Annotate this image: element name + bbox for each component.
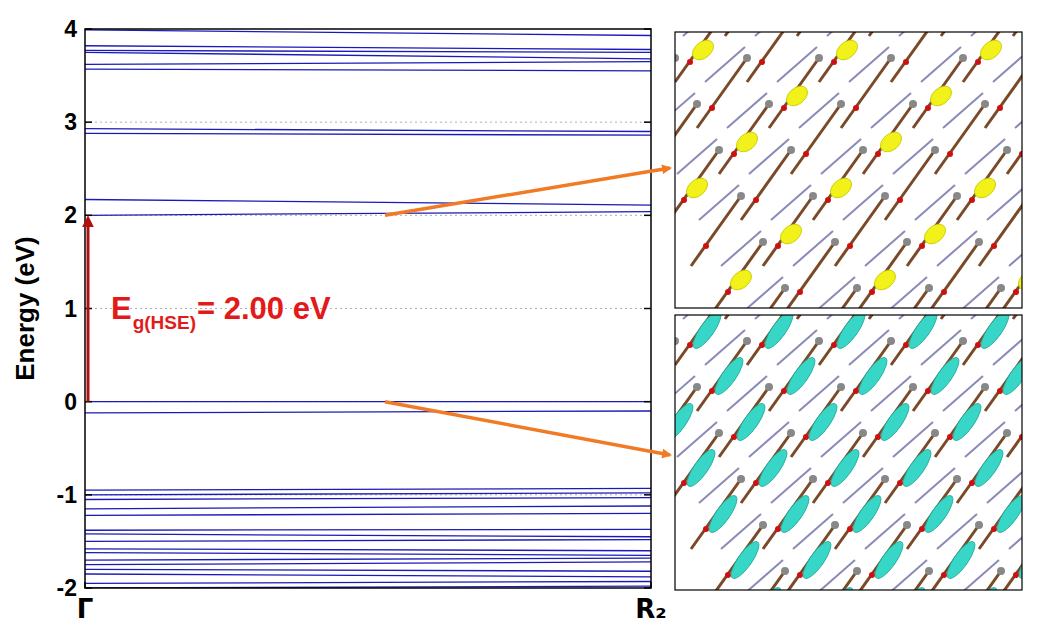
- x-tick: [650, 582, 652, 588]
- pointer-arrow: [385, 168, 670, 215]
- y-tick-label: 4: [64, 16, 77, 42]
- band-line: [85, 553, 651, 556]
- panel-frame: [675, 32, 1022, 308]
- band-line: [85, 52, 651, 59]
- band-line: [85, 62, 651, 65]
- band-line: [85, 562, 651, 565]
- figure: -2 -1 0 1 2 3 4 Γ R₂ Energy (eV) Eg(HSE)= 2.00 eV: [0, 0, 1037, 628]
- band-line: [85, 133, 651, 135]
- band-line: [85, 30, 651, 36]
- band-line: [85, 581, 651, 583]
- band-line: [85, 129, 651, 132]
- plot-frame: [85, 29, 651, 588]
- band-line: [85, 498, 651, 500]
- y-tick: [85, 215, 92, 217]
- y-tick-label: 0: [64, 389, 77, 415]
- x-tick-label: Γ: [77, 594, 94, 624]
- band-line: [85, 513, 651, 515]
- band-line: [85, 540, 651, 542]
- y-tick-label: -1: [57, 482, 78, 508]
- y-tick: [85, 494, 92, 496]
- band-line: [85, 50, 651, 52]
- y-axis-title: Energy (eV): [10, 236, 40, 381]
- x-tick: [84, 582, 86, 588]
- bands: [85, 30, 651, 588]
- structure: [675, 32, 1022, 308]
- grid-line: [85, 308, 651, 309]
- band-line: [85, 534, 651, 537]
- gap-arrow: [87, 225, 90, 401]
- gap-label-value: = 2.00 eV: [197, 291, 331, 326]
- grid-line: [85, 122, 651, 123]
- gap-label-main: E: [111, 291, 132, 326]
- y-tick: [644, 215, 651, 217]
- band-line: [85, 401, 651, 402]
- pointer-arrow: [385, 402, 670, 455]
- band-line: [85, 212, 651, 216]
- y-tick: [85, 587, 92, 589]
- y-tick-label: 3: [64, 109, 77, 135]
- band-line: [85, 411, 651, 413]
- y-tick: [644, 28, 651, 30]
- band-line: [85, 200, 651, 206]
- y-tick: [85, 121, 92, 123]
- band-line: [85, 488, 651, 490]
- band-line: [85, 529, 651, 531]
- y-tick-label: 2: [64, 202, 77, 228]
- y-tick: [644, 308, 651, 310]
- x-tick-label: R₂: [635, 594, 666, 624]
- structure: [675, 315, 1022, 590]
- band-line: [85, 549, 651, 551]
- band-line: [85, 569, 651, 571]
- isosurface-panel: [581, 0, 1037, 358]
- y-tick: [85, 28, 92, 30]
- isosurface-panel: [581, 245, 1037, 628]
- band-line: [85, 493, 651, 495]
- y-tick: [644, 401, 651, 403]
- band-line: [85, 69, 651, 71]
- panel-frame: [675, 315, 1022, 590]
- band-line: [85, 574, 651, 577]
- band-line: [85, 506, 651, 509]
- y-tick: [644, 121, 651, 123]
- band-line: [85, 46, 651, 50]
- band-line: [85, 558, 651, 560]
- y-tick-label: -2: [57, 575, 77, 601]
- gap-label-sub: g(HSE): [133, 312, 196, 333]
- y-tick-label: 1: [64, 296, 77, 322]
- y-tick: [644, 587, 651, 589]
- grid-line: [85, 401, 651, 402]
- y-tick: [644, 494, 651, 496]
